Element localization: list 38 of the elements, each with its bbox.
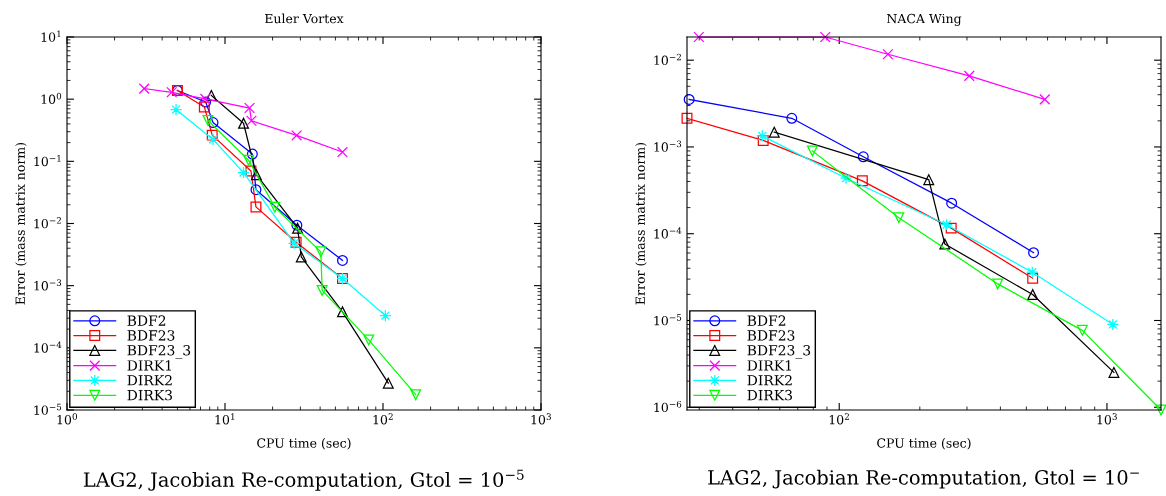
legend-label: DIRK2 (127, 375, 172, 386)
y-axis-title: Error (mass matrix norm) (15, 142, 27, 305)
x-tick-label: 10$^{2}$ (373, 413, 393, 425)
x-tick-label: 10$^{3}$ (531, 413, 551, 425)
legend-label: DIRK2 (747, 375, 792, 386)
x-axis-title: CPU time (sec) (877, 438, 971, 450)
legend-label: DIRK1 (747, 360, 792, 371)
chart-title: NACA Wing (887, 13, 962, 26)
legend-label: BDF23_3 (127, 344, 191, 359)
chart-title: Euler Vortex (265, 13, 344, 24)
legend-label: BDF23 (127, 330, 175, 341)
x-tick-label: 10$^{3}$ (1097, 413, 1117, 425)
legend-label: DIRK1 (127, 360, 172, 371)
y-tick-label: 10$^{−3}$ (34, 279, 62, 291)
x-tick-label: 10$^{1}$ (215, 413, 235, 425)
legend-label: DIRK3 (127, 389, 172, 401)
y-tick-label: 10$^{−1}$ (34, 154, 61, 167)
y-tick-label: 10$^{−3}$ (654, 140, 682, 152)
y-tick-label: 10$^{0}$ (41, 92, 62, 104)
y-tick-label: 10$^{−2}$ (34, 217, 61, 229)
text: LAG2, Jacobian Re-computation, Gtol = 10$^{−5}$ (83, 469, 524, 491)
y-tick-label: 10$^{−4}$ (654, 227, 682, 239)
y-tick-label: 10$^{1}$ (41, 30, 61, 42)
text: LAG2, Jacobian Re-computation, Gtol = 10$^{−}$ (708, 469, 1139, 489)
y-axis-title: Error (mass matrix norm) (635, 142, 647, 305)
y-tick-label: 10$^{−6}$ (654, 400, 682, 413)
legend-label: BDF2 (127, 315, 166, 326)
legend-label: BDF2 (747, 315, 786, 326)
legend-label: BDF23 (747, 330, 795, 341)
x-axis-title: CPU time (sec) (257, 438, 351, 450)
legend-label: DIRK3 (747, 389, 792, 401)
x-tick-label: 10$^{2}$ (829, 413, 849, 425)
y-tick-label: 10$^{−4}$ (34, 341, 62, 353)
legend-label: BDF23_3 (747, 344, 811, 359)
y-tick-label: 10$^{−2}$ (654, 53, 681, 66)
y-tick-label: 10$^{−5}$ (34, 403, 62, 415)
x-tick-label: 10$^{0}$ (57, 413, 78, 425)
y-tick-label: 10$^{−5}$ (654, 314, 682, 326)
